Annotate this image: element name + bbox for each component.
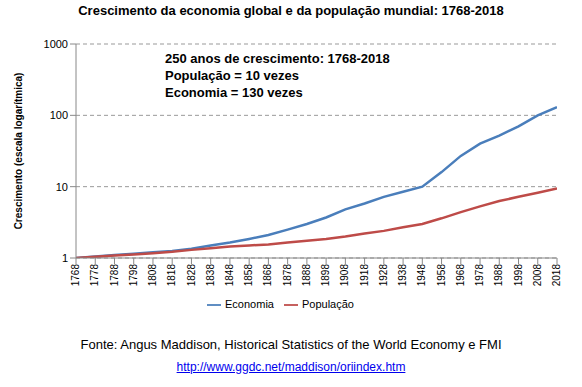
svg-text:1948: 1948 xyxy=(416,264,427,287)
html-text:http://www.ggdc.net/maddison/o: http://www.ggdc.net/maddison/oriindex.ht… xyxy=(176,360,406,374)
html-text:População = 10 vezes: População = 10 vezes xyxy=(165,68,299,83)
svg-text:1808: 1808 xyxy=(147,264,158,287)
html-text:Fonte: Angus Maddison, Histori: Fonte: Angus Maddison, Historical Statis… xyxy=(80,337,502,352)
svg-text:1868: 1868 xyxy=(263,264,274,287)
svg-text:1958: 1958 xyxy=(436,264,447,287)
svg-text:1988: 1988 xyxy=(493,264,504,287)
svg-text:1858: 1858 xyxy=(243,264,254,287)
svg-text:100: 100 xyxy=(50,109,68,121)
svg-text:2018: 2018 xyxy=(551,264,562,287)
svg-text:1908: 1908 xyxy=(339,264,350,287)
svg-text:1778: 1778 xyxy=(89,264,100,287)
svg-text:1878: 1878 xyxy=(282,264,293,287)
svg-text:1888: 1888 xyxy=(301,264,312,287)
svg-text:1818: 1818 xyxy=(166,264,177,287)
svg-text:1998: 1998 xyxy=(513,264,524,287)
svg-text:1838: 1838 xyxy=(205,264,216,287)
svg-text:1798: 1798 xyxy=(128,264,139,287)
html-text:População: População xyxy=(302,298,354,310)
svg-text:1788: 1788 xyxy=(109,264,120,287)
svg-text:1828: 1828 xyxy=(186,264,197,287)
svg-text:1978: 1978 xyxy=(474,264,485,287)
svg-text:1768: 1768 xyxy=(70,264,81,287)
svg-text:1928: 1928 xyxy=(378,264,389,287)
html-text:Economia = 130 vezes: Economia = 130 vezes xyxy=(165,85,303,100)
svg-text:1938: 1938 xyxy=(397,264,408,287)
svg-text:1848: 1848 xyxy=(224,264,235,287)
html-text:Crescimento da economia global: Crescimento da economia global e da popu… xyxy=(78,3,504,18)
html-text:250 anos de crescimento: 1768-: 250 anos de crescimento: 1768-2018 xyxy=(165,51,390,66)
svg-text:10: 10 xyxy=(56,181,68,193)
svg-text:1000: 1000 xyxy=(44,38,68,50)
html-text:Economia: Economia xyxy=(225,298,274,310)
svg-text:2008: 2008 xyxy=(532,264,543,287)
svg-text:1898: 1898 xyxy=(320,264,331,287)
svg-text:1: 1 xyxy=(62,252,68,264)
svg-text:1918: 1918 xyxy=(359,264,370,287)
svg-text:1968: 1968 xyxy=(455,264,466,287)
svg-text:Crescimento (escala logarítmic: Crescimento (escala logarítmica) xyxy=(13,73,24,230)
